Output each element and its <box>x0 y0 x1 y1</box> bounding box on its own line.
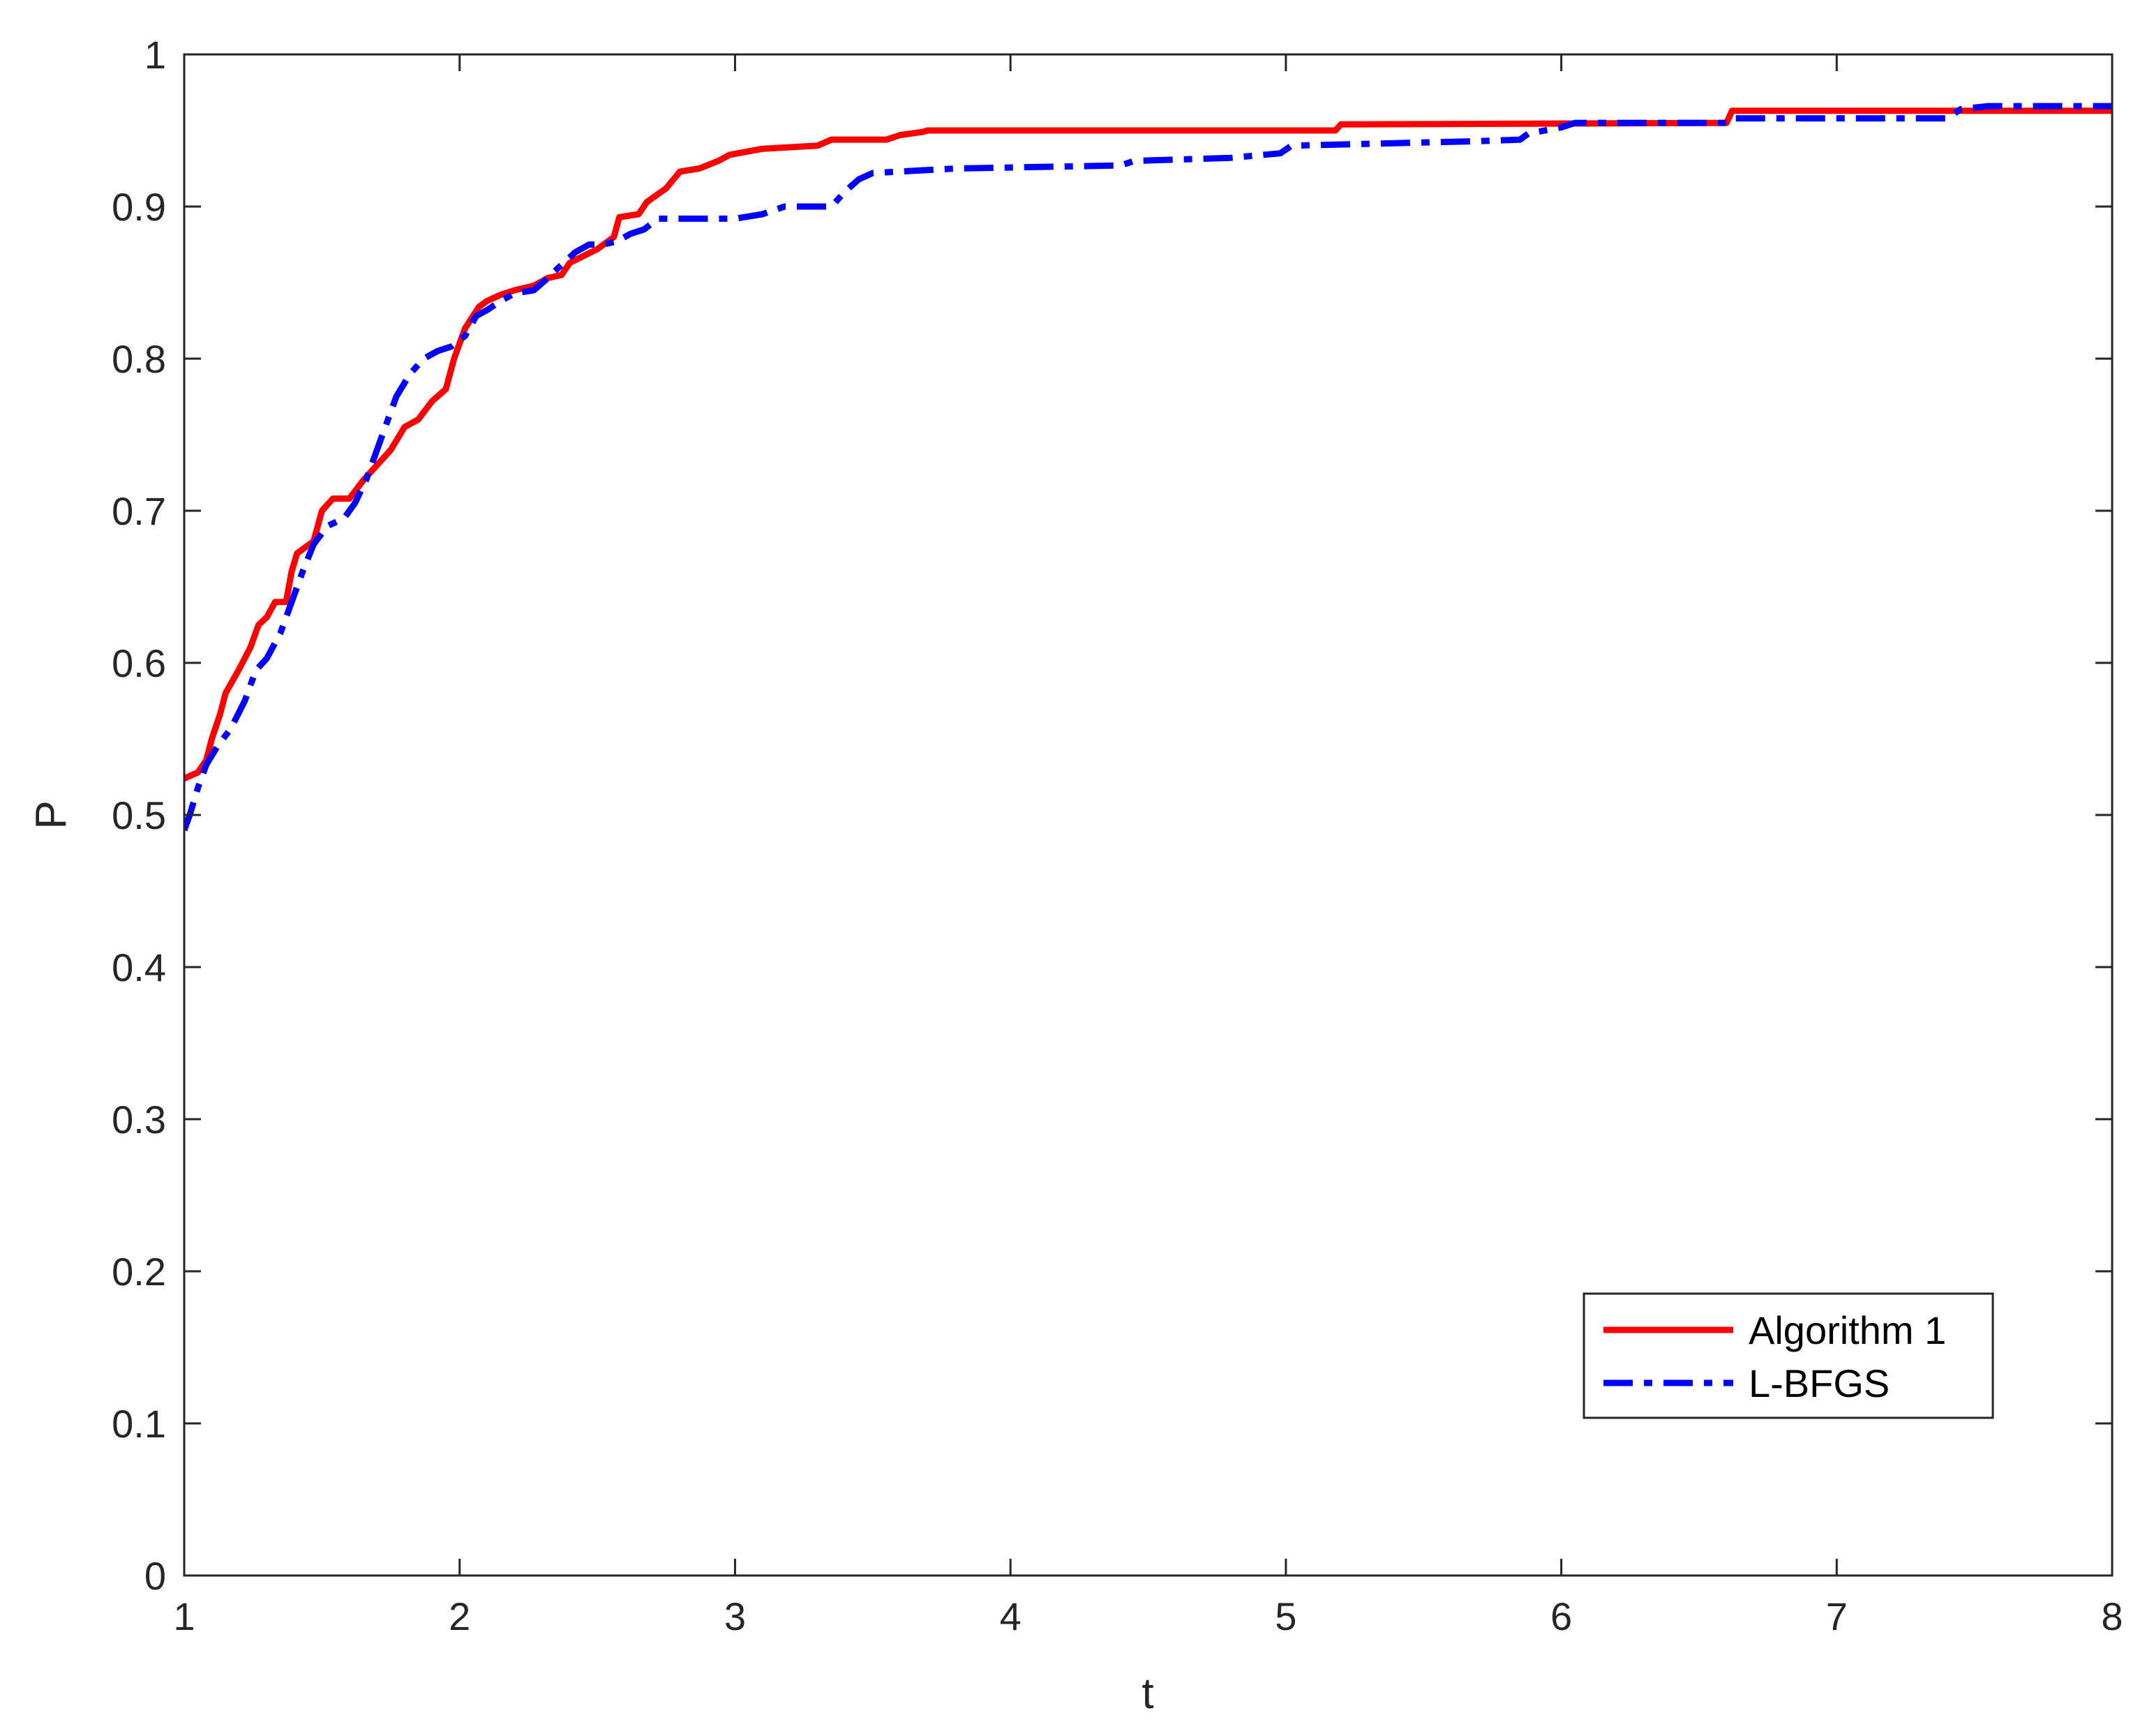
y-tick-label: 0.8 <box>112 337 166 381</box>
series-line-l-bfgs <box>184 103 2112 832</box>
y-tick-label: 0.6 <box>112 641 166 685</box>
y-tick-label: 0 <box>144 1554 166 1598</box>
x-tick-label: 5 <box>1275 1594 1296 1638</box>
y-tick-label: 0.4 <box>112 945 166 989</box>
x-tick-label: 4 <box>1000 1594 1022 1638</box>
x-tick-label: 2 <box>449 1594 470 1638</box>
x-tick-label: 1 <box>173 1594 195 1638</box>
x-tick-label: 6 <box>1550 1594 1572 1638</box>
legend-label-l-bfgs: L-BFGS <box>1749 1361 1890 1405</box>
y-tick-label: 0.9 <box>112 185 166 229</box>
legend-label-algorithm-1: Algorithm 1 <box>1749 1308 1946 1352</box>
series-line-algorithm-1 <box>184 107 2112 781</box>
y-tick-label: 0.7 <box>112 489 166 533</box>
ticks-layer: 1 2 3 4 5 6 7 8 0 0.1 0.2 0.3 0.4 0.5 0.6 0.7 0.8 0.9 1 <box>112 33 2123 1638</box>
y-tick-label: 1 <box>144 33 166 77</box>
y-axis-title: P <box>27 800 75 829</box>
x-axis-title: t <box>1142 1670 1153 1718</box>
x-tick-label: 8 <box>2101 1594 2123 1638</box>
y-tick-label: 0.5 <box>112 793 166 837</box>
x-tick-label: 7 <box>1826 1594 1848 1638</box>
y-tick-label: 0.1 <box>112 1402 166 1446</box>
series-layer <box>184 103 2112 832</box>
legend-box <box>1583 1292 1994 1419</box>
y-tick-label: 0.2 <box>112 1250 166 1294</box>
legend: Algorithm 1 L-BFGS <box>1583 1292 1994 1419</box>
x-tick-label: 3 <box>724 1594 746 1638</box>
y-tick-label: 0.3 <box>112 1098 166 1142</box>
